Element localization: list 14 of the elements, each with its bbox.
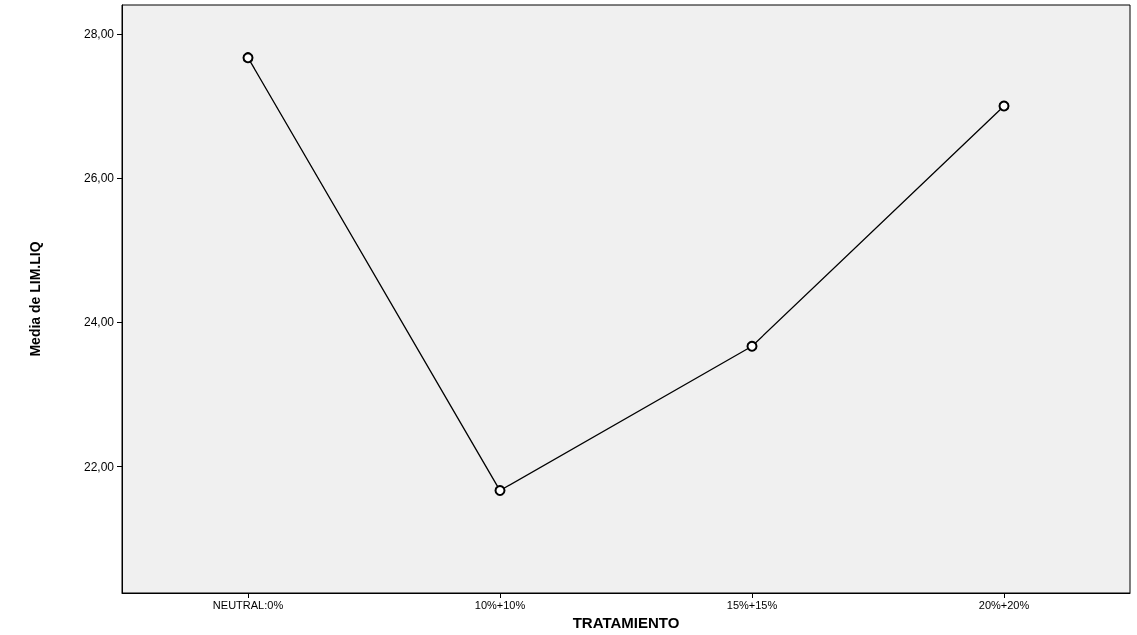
y-tick-label: 24,00 <box>83 315 115 330</box>
x-tick-label: 20%+20% <box>978 598 1030 611</box>
x-tick-label: 15%+15% <box>726 598 778 611</box>
x-axis-title: TRATAMIENTO <box>572 614 680 631</box>
y-tick-label: 22,00 <box>83 459 115 474</box>
y-axis-title: Media de LIM.LIQ <box>27 241 43 357</box>
y-tick-label: 28,00 <box>83 26 115 41</box>
x-tick-label: 10%+10% <box>474 598 526 611</box>
point <box>494 485 506 497</box>
point <box>746 340 758 352</box>
point <box>242 52 254 64</box>
point <box>998 100 1010 112</box>
y-tick-label: 26,00 <box>83 171 115 186</box>
x-tick-label: NEUTRAL:0% <box>212 598 284 611</box>
